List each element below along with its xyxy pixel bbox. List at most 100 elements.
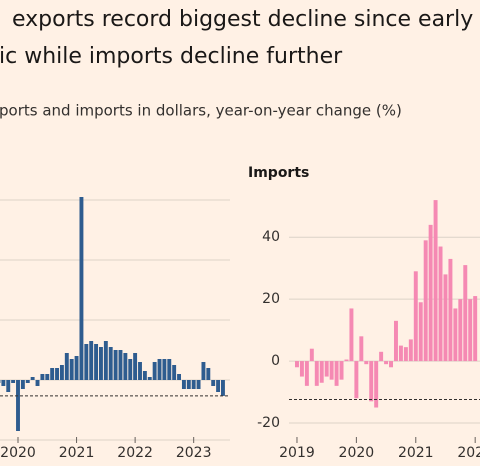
bar bbox=[329, 361, 334, 380]
bar bbox=[379, 351, 384, 362]
bar bbox=[443, 274, 448, 362]
x-tick-label: 2022 bbox=[457, 445, 480, 461]
bar bbox=[339, 361, 344, 380]
bar bbox=[294, 361, 299, 368]
bar bbox=[50, 368, 55, 380]
bar bbox=[364, 361, 369, 365]
x-tick-label: 2020 bbox=[339, 445, 375, 461]
bar bbox=[359, 336, 364, 362]
bar bbox=[369, 361, 374, 402]
subtitle: ports and imports in dollars, year-on-ye… bbox=[0, 102, 402, 120]
bar bbox=[1, 380, 6, 386]
bar bbox=[398, 345, 403, 362]
bar bbox=[40, 374, 45, 380]
bar bbox=[319, 361, 324, 383]
bar bbox=[468, 299, 473, 362]
bar bbox=[211, 380, 216, 386]
bar bbox=[74, 356, 79, 380]
x-tick-label: 2019 bbox=[279, 445, 315, 461]
bar bbox=[64, 353, 69, 380]
bar bbox=[108, 347, 113, 380]
bar bbox=[59, 365, 64, 380]
bar bbox=[84, 344, 89, 380]
bar bbox=[147, 377, 152, 380]
bar bbox=[374, 361, 379, 408]
bar bbox=[89, 341, 94, 380]
bar bbox=[423, 240, 428, 362]
x-tick-label: 2020 bbox=[0, 445, 36, 461]
y-tick-label: 20 bbox=[262, 291, 280, 307]
bar bbox=[152, 362, 157, 380]
bar bbox=[128, 359, 133, 380]
bar bbox=[123, 353, 128, 380]
bar bbox=[438, 246, 443, 362]
bar bbox=[403, 347, 408, 362]
bar bbox=[181, 380, 186, 389]
bar bbox=[354, 361, 359, 399]
bar bbox=[6, 380, 11, 392]
bar bbox=[384, 361, 389, 365]
bar bbox=[133, 353, 138, 380]
bar bbox=[334, 361, 339, 386]
bar bbox=[118, 350, 123, 380]
bar bbox=[11, 380, 16, 383]
x-tick-label: 2021 bbox=[398, 445, 434, 461]
bar bbox=[30, 377, 35, 380]
bar bbox=[138, 362, 142, 380]
bar bbox=[79, 197, 84, 380]
bar bbox=[55, 368, 59, 380]
bar bbox=[186, 380, 191, 389]
bar bbox=[433, 200, 438, 362]
bar bbox=[309, 348, 314, 362]
bar bbox=[448, 258, 453, 362]
bar bbox=[453, 308, 458, 362]
bar bbox=[314, 361, 319, 386]
bar bbox=[25, 380, 30, 383]
bar bbox=[324, 361, 329, 377]
bar bbox=[157, 359, 162, 380]
x-tick-label: 2021 bbox=[59, 445, 95, 461]
bar bbox=[344, 359, 349, 362]
bar bbox=[196, 380, 201, 389]
bar bbox=[113, 350, 118, 380]
bar bbox=[304, 361, 309, 386]
bar bbox=[99, 347, 103, 380]
bar bbox=[35, 380, 40, 386]
bar bbox=[206, 368, 211, 380]
bar bbox=[221, 380, 225, 396]
bar bbox=[177, 374, 181, 380]
bar bbox=[201, 362, 206, 380]
bar bbox=[216, 380, 221, 392]
bar bbox=[428, 224, 433, 362]
bar bbox=[463, 265, 468, 362]
bar bbox=[103, 341, 108, 380]
bar bbox=[389, 361, 394, 368]
bar bbox=[393, 320, 398, 362]
title-line: ic while imports decline further bbox=[0, 44, 343, 69]
bar bbox=[45, 374, 50, 380]
bar bbox=[16, 380, 20, 431]
bar bbox=[69, 359, 74, 380]
bar bbox=[473, 296, 478, 362]
y-tick-label: -20 bbox=[257, 415, 280, 431]
bar bbox=[299, 361, 304, 377]
panel-title: Imports bbox=[248, 165, 309, 181]
bar bbox=[413, 271, 418, 362]
x-tick-label: 2022 bbox=[117, 445, 153, 461]
bar bbox=[349, 308, 354, 362]
y-tick-label: 0 bbox=[271, 353, 280, 369]
bar bbox=[172, 365, 177, 380]
bar bbox=[142, 371, 147, 380]
x-tick-label: 2023 bbox=[176, 445, 212, 461]
bar bbox=[408, 339, 413, 362]
bar bbox=[162, 359, 167, 380]
bar bbox=[458, 299, 463, 362]
bar bbox=[191, 380, 196, 389]
bar bbox=[167, 359, 172, 380]
title-line: exports record biggest decline since ear… bbox=[12, 7, 480, 32]
bar bbox=[94, 344, 99, 380]
bar bbox=[20, 380, 25, 389]
y-tick-label: 40 bbox=[262, 229, 280, 245]
bar bbox=[418, 302, 423, 362]
